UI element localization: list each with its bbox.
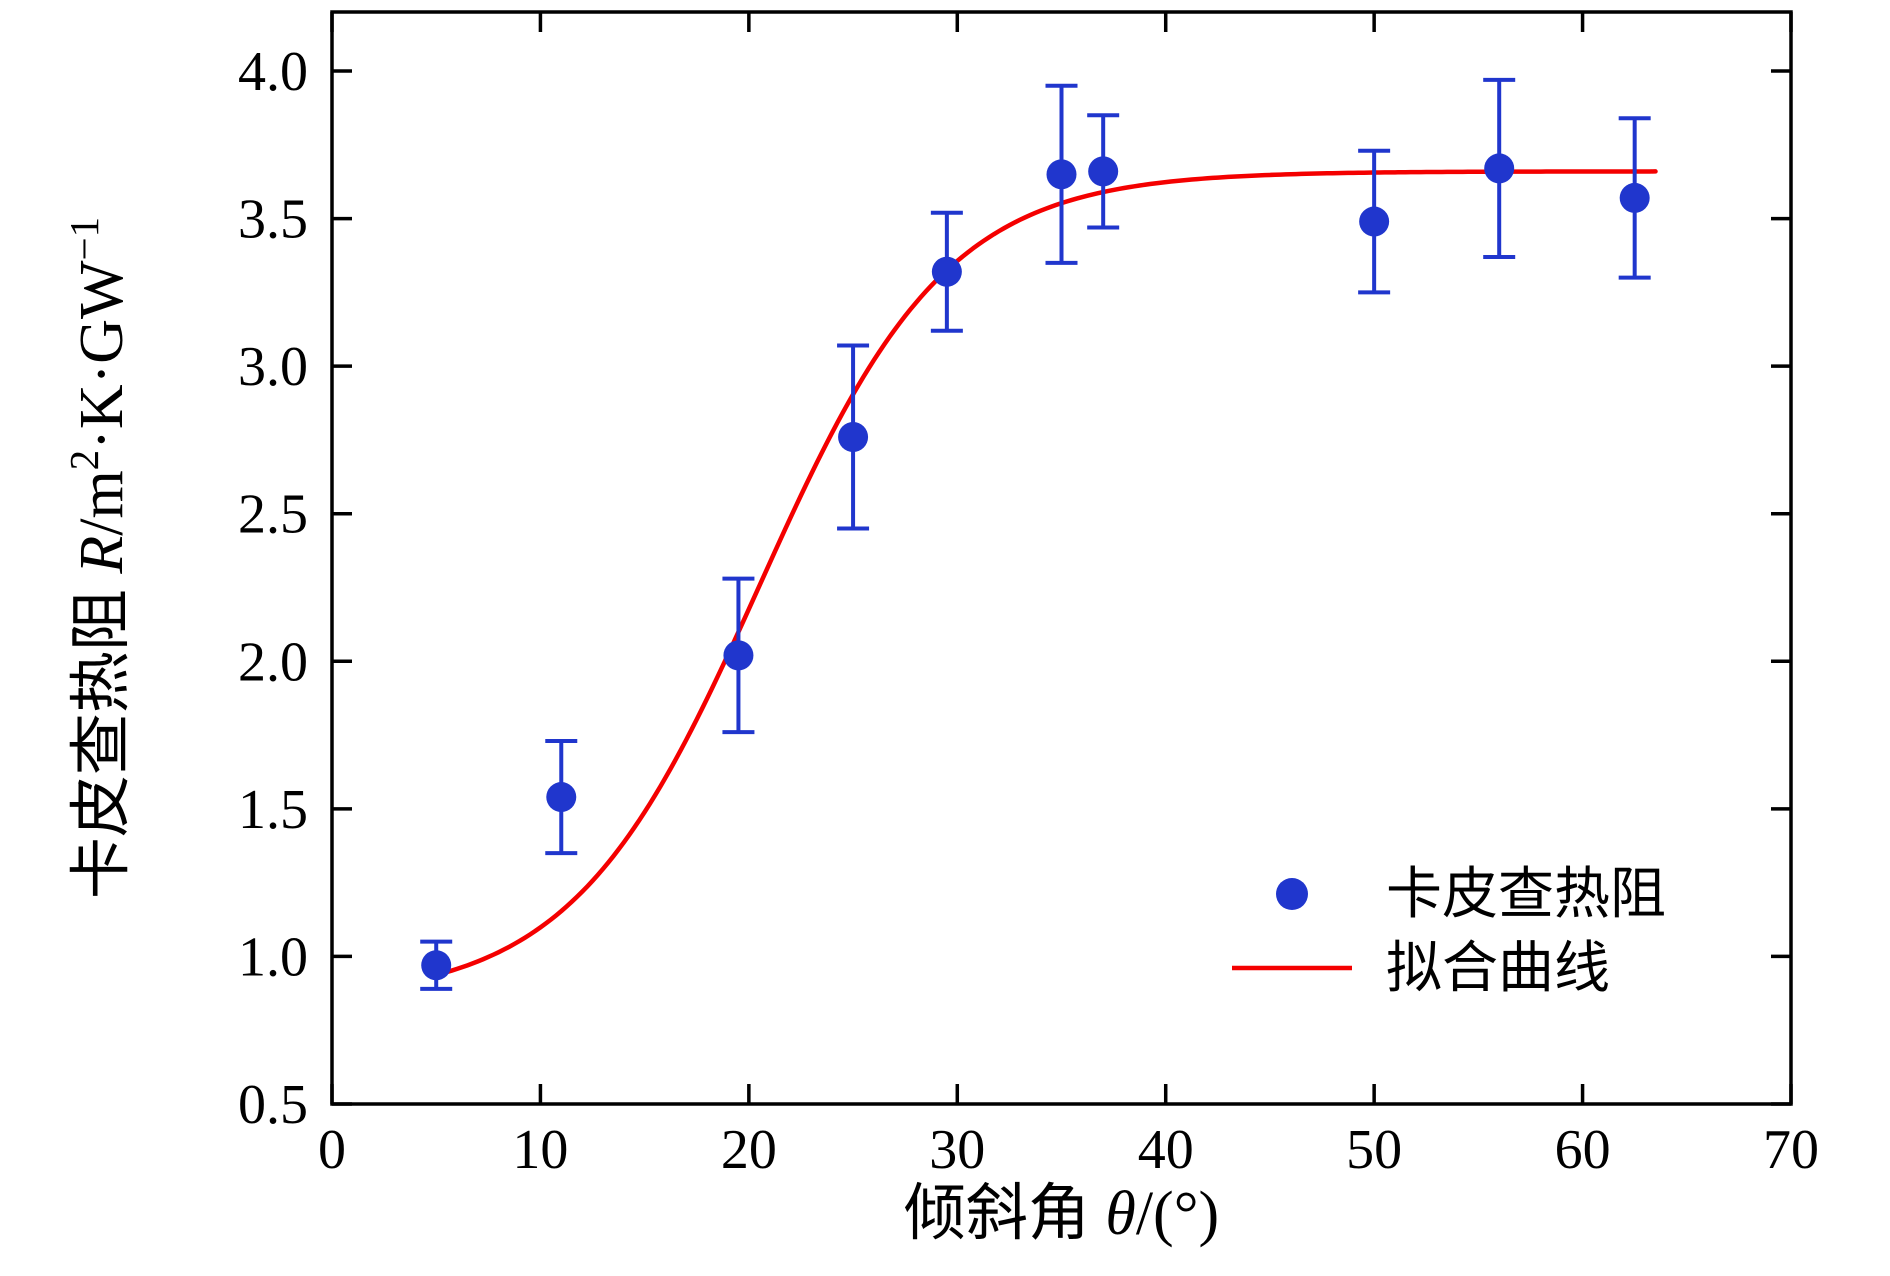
x-tick-label: 60	[1555, 1119, 1611, 1181]
x-tick-label: 10	[512, 1119, 568, 1181]
legend-label: 卡皮查热阻	[1386, 864, 1666, 926]
fit-curve	[433, 169, 1658, 978]
data-point	[1484, 153, 1515, 184]
y-tick-label: 2.5	[238, 484, 308, 546]
x-tick-label: 20	[721, 1119, 777, 1181]
legend-marker	[1276, 878, 1308, 910]
y-tick-label: 1.0	[238, 926, 308, 988]
y-tick-label: 4.0	[238, 41, 308, 103]
y-tick-label: 2.0	[238, 631, 308, 693]
data-point	[1088, 156, 1119, 187]
data-point	[546, 782, 577, 813]
data-point	[931, 256, 962, 287]
data-point	[1359, 206, 1390, 237]
y-axis-title: 卡皮查热阻 R/m2·K·GW−1	[61, 217, 136, 899]
data-point	[421, 950, 452, 981]
x-tick-label: 50	[1346, 1119, 1402, 1181]
x-tick-label: 40	[1138, 1119, 1194, 1181]
data-point	[1619, 182, 1650, 213]
y-tick-label: 0.5	[238, 1074, 308, 1136]
x-tick-label: 70	[1763, 1119, 1819, 1181]
x-tick-label: 0	[318, 1119, 346, 1181]
x-axis-title: 倾斜角 θ/(°)	[904, 1180, 1219, 1248]
plot-frame	[330, 10, 1793, 1106]
data-point	[838, 421, 869, 452]
x-tick-label: 30	[929, 1119, 985, 1181]
legend-label: 拟合曲线	[1386, 938, 1610, 1000]
data-point	[1046, 159, 1077, 190]
y-tick-label: 3.5	[238, 189, 308, 251]
data-point	[723, 640, 754, 671]
y-tick-label: 1.5	[238, 779, 308, 841]
y-tick-label: 3.0	[238, 336, 308, 398]
